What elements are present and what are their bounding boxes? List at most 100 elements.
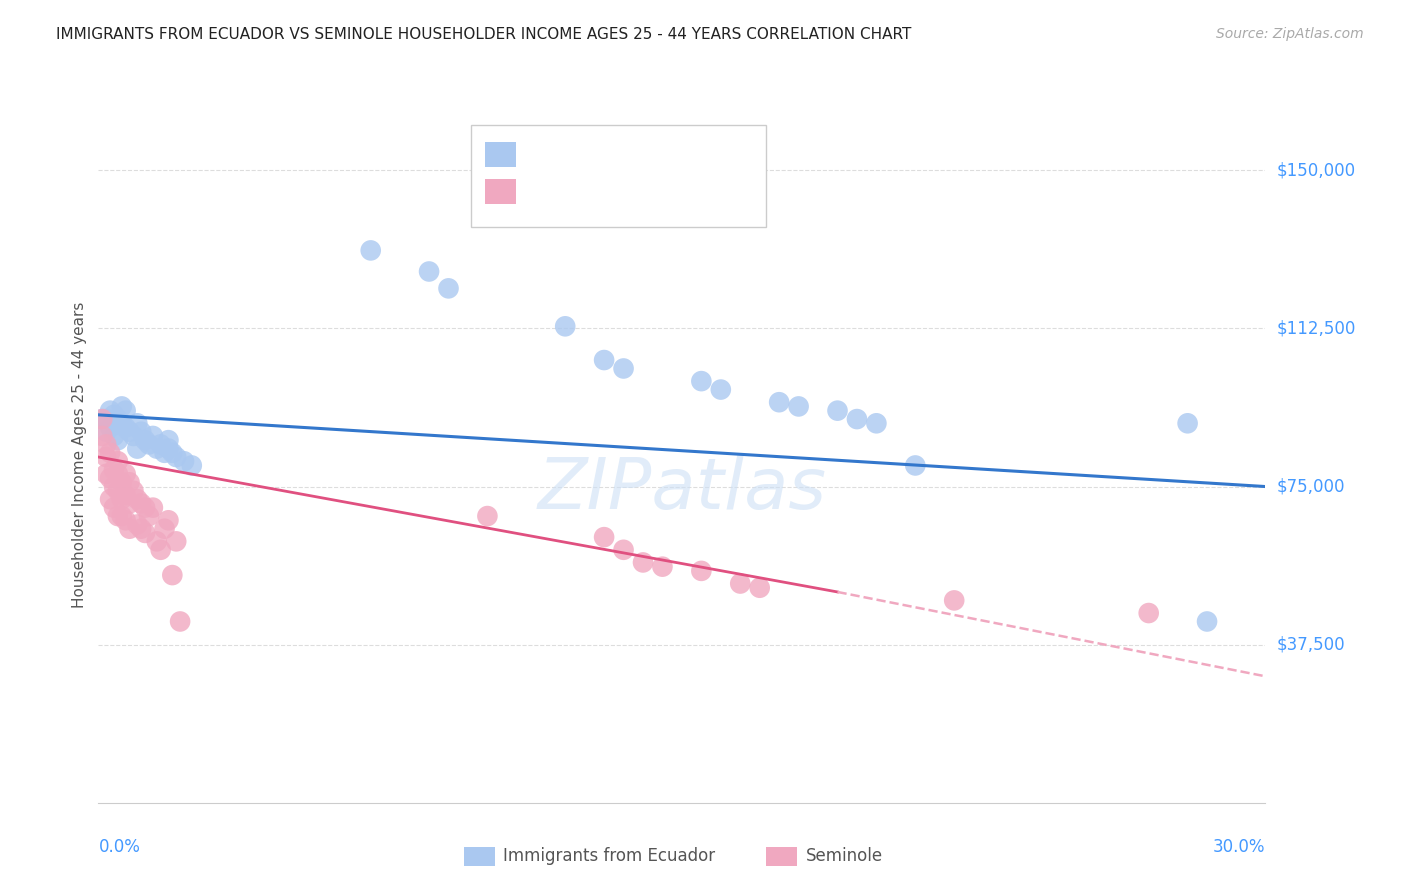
Text: Seminole: Seminole bbox=[806, 847, 883, 865]
Point bbox=[146, 534, 169, 549]
Text: -0.283: -0.283 bbox=[558, 145, 617, 163]
Text: $112,500: $112,500 bbox=[1277, 319, 1355, 337]
Text: 30.0%: 30.0% bbox=[1213, 838, 1265, 855]
Point bbox=[127, 417, 149, 431]
Point bbox=[91, 429, 114, 443]
Point bbox=[846, 412, 869, 426]
Point bbox=[114, 488, 136, 502]
Point bbox=[98, 492, 121, 507]
Point bbox=[865, 417, 887, 431]
Point bbox=[690, 374, 713, 388]
Point bbox=[631, 556, 654, 570]
Point bbox=[593, 353, 616, 368]
Point bbox=[91, 412, 114, 426]
Point bbox=[162, 568, 184, 582]
Text: $37,500: $37,500 bbox=[1277, 636, 1346, 654]
Point bbox=[651, 559, 673, 574]
Point bbox=[138, 509, 160, 524]
Point bbox=[111, 417, 134, 431]
Text: R =: R = bbox=[527, 183, 564, 201]
Point bbox=[127, 517, 149, 532]
Point bbox=[134, 433, 156, 447]
Point bbox=[114, 467, 136, 481]
Text: 0.0%: 0.0% bbox=[98, 838, 141, 855]
Point bbox=[111, 475, 134, 490]
Point bbox=[613, 542, 636, 557]
Point bbox=[129, 522, 152, 536]
Point bbox=[904, 458, 927, 473]
Point bbox=[748, 581, 770, 595]
Text: -0.582: -0.582 bbox=[558, 183, 617, 201]
Point bbox=[138, 437, 160, 451]
Point bbox=[129, 496, 152, 510]
Point bbox=[91, 412, 114, 426]
Point bbox=[103, 463, 125, 477]
Point bbox=[787, 400, 810, 414]
Point bbox=[127, 442, 149, 456]
Point bbox=[730, 576, 752, 591]
Point bbox=[107, 509, 129, 524]
Point bbox=[157, 433, 180, 447]
Point bbox=[173, 454, 195, 468]
Point bbox=[96, 412, 118, 426]
Point bbox=[107, 467, 129, 481]
Text: N =: N = bbox=[623, 183, 671, 201]
Point bbox=[103, 429, 125, 443]
Point bbox=[122, 429, 145, 443]
Text: IMMIGRANTS FROM ECUADOR VS SEMINOLE HOUSEHOLDER INCOME AGES 25 - 44 YEARS CORREL: IMMIGRANTS FROM ECUADOR VS SEMINOLE HOUS… bbox=[56, 27, 911, 42]
Point bbox=[118, 475, 141, 490]
Point bbox=[710, 383, 733, 397]
Point bbox=[180, 458, 202, 473]
Y-axis label: Householder Income Ages 25 - 44 years: Householder Income Ages 25 - 44 years bbox=[72, 301, 87, 608]
Point bbox=[477, 509, 499, 524]
Point bbox=[943, 593, 966, 607]
Point bbox=[134, 500, 156, 515]
Text: ZIPatlas: ZIPatlas bbox=[537, 455, 827, 524]
Point bbox=[96, 425, 118, 439]
Text: N =: N = bbox=[623, 145, 671, 163]
Point bbox=[134, 525, 156, 540]
Point bbox=[153, 446, 176, 460]
Point bbox=[593, 530, 616, 544]
Point bbox=[98, 471, 121, 485]
Point bbox=[613, 361, 636, 376]
Point bbox=[107, 433, 129, 447]
Point bbox=[1137, 606, 1160, 620]
Point bbox=[98, 403, 121, 417]
Point bbox=[129, 425, 152, 439]
Point bbox=[162, 446, 184, 460]
Point bbox=[98, 446, 121, 460]
Point bbox=[142, 429, 165, 443]
Point bbox=[157, 513, 180, 527]
Point bbox=[111, 400, 134, 414]
Text: Source: ZipAtlas.com: Source: ZipAtlas.com bbox=[1216, 27, 1364, 41]
Point bbox=[107, 483, 129, 498]
Text: 45: 45 bbox=[658, 145, 681, 163]
Point bbox=[103, 500, 125, 515]
Text: 50: 50 bbox=[658, 183, 681, 201]
Point bbox=[149, 437, 172, 451]
Point bbox=[768, 395, 790, 409]
Point bbox=[153, 522, 176, 536]
Point bbox=[103, 408, 125, 422]
Point bbox=[111, 492, 134, 507]
Point bbox=[114, 420, 136, 434]
Point bbox=[149, 542, 172, 557]
Text: $150,000: $150,000 bbox=[1277, 161, 1355, 179]
Point bbox=[118, 496, 141, 510]
Point bbox=[554, 319, 576, 334]
Point bbox=[165, 534, 187, 549]
Text: $75,000: $75,000 bbox=[1277, 477, 1346, 496]
Point bbox=[118, 522, 141, 536]
Point bbox=[118, 425, 141, 439]
Point bbox=[146, 442, 169, 456]
Point bbox=[96, 467, 118, 481]
Point bbox=[122, 483, 145, 498]
Point bbox=[1195, 615, 1218, 629]
Point bbox=[1177, 417, 1199, 431]
Point bbox=[103, 479, 125, 493]
Point bbox=[169, 615, 191, 629]
Point bbox=[827, 403, 849, 417]
Point bbox=[111, 509, 134, 524]
Point bbox=[114, 403, 136, 417]
